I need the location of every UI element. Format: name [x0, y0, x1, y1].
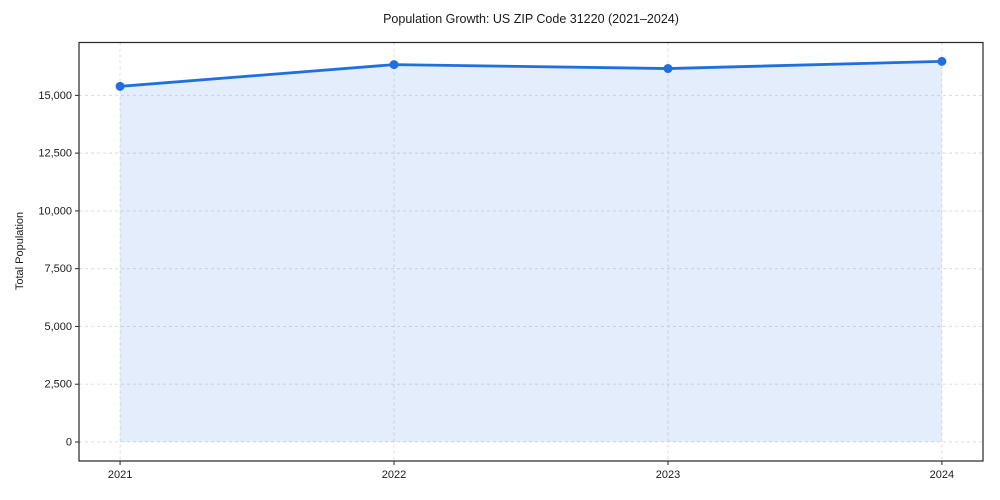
y-tick-label: 5,000 — [44, 321, 72, 333]
y-tick-label: 10,000 — [38, 205, 72, 217]
y-tick-label: 2,500 — [44, 379, 72, 391]
data-point-marker — [663, 64, 673, 74]
y-tick-label: 0 — [66, 436, 72, 448]
chart-title: Population Growth: US ZIP Code 31220 (20… — [383, 12, 679, 26]
y-tick-label: 7,500 — [44, 263, 72, 275]
data-point-marker — [115, 81, 125, 91]
x-tick-label: 2021 — [108, 469, 132, 481]
x-tick-label: 2022 — [382, 469, 406, 481]
y-tick-label: 15,000 — [38, 90, 72, 102]
data-point-marker — [937, 56, 947, 66]
data-point-marker — [389, 60, 399, 70]
x-tick-label: 2024 — [930, 469, 954, 481]
area-fill — [120, 61, 942, 442]
data-line — [118, 59, 944, 88]
y-tick-label: 12,500 — [38, 148, 72, 160]
plot-border — [78, 41, 984, 462]
x-tick-label: 2023 — [656, 469, 680, 481]
